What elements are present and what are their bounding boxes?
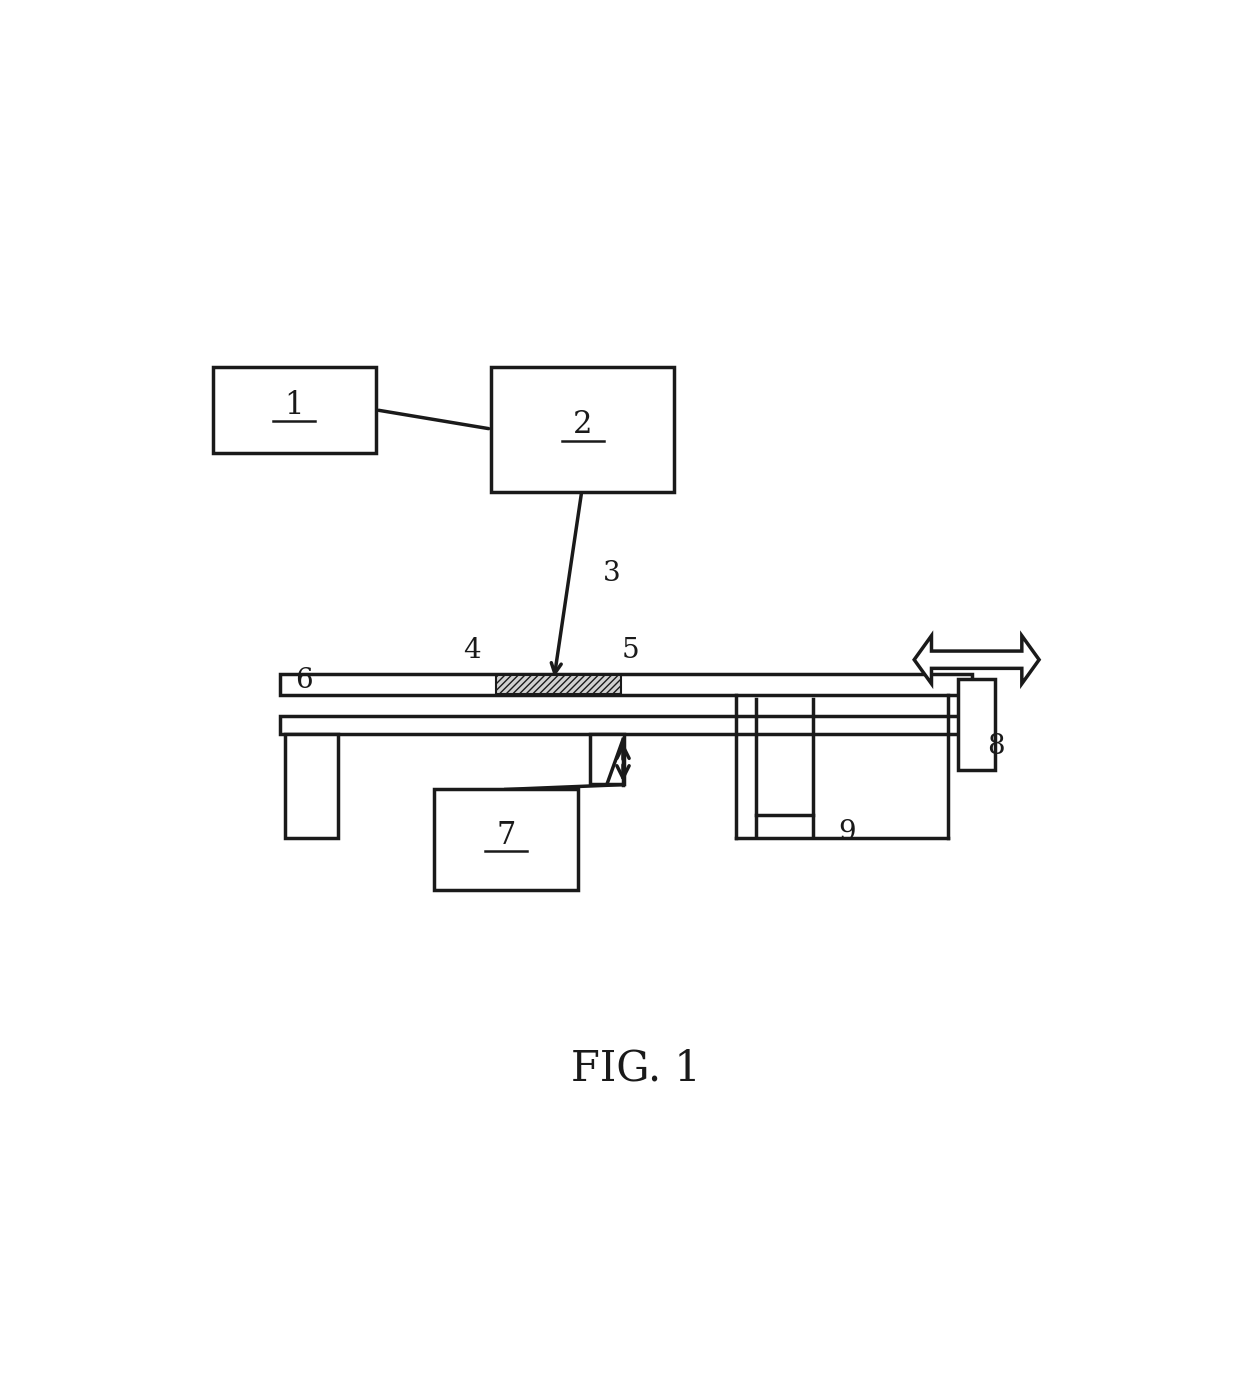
Bar: [496, 675, 621, 695]
Bar: [434, 789, 578, 891]
Bar: [491, 366, 675, 491]
Bar: [280, 717, 972, 734]
Polygon shape: [914, 636, 1039, 683]
Text: 2: 2: [573, 409, 593, 440]
Text: 1: 1: [285, 390, 304, 420]
Bar: [280, 674, 972, 695]
Text: 9: 9: [838, 820, 856, 846]
Text: 6: 6: [295, 667, 312, 695]
Bar: [590, 734, 624, 784]
Bar: [213, 366, 376, 454]
Text: 8: 8: [987, 732, 1004, 760]
Text: 3: 3: [603, 560, 620, 586]
Text: 7: 7: [496, 820, 516, 851]
Text: FIG. 1: FIG. 1: [570, 1047, 701, 1089]
Bar: [285, 734, 337, 838]
Text: 5: 5: [622, 636, 640, 664]
Text: 4: 4: [464, 636, 481, 664]
Bar: [959, 679, 994, 770]
